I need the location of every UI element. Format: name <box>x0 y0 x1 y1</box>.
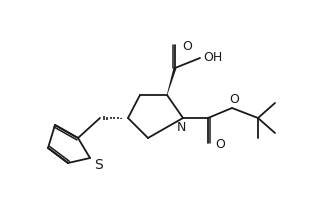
Text: OH: OH <box>203 50 223 63</box>
Text: O: O <box>182 39 192 52</box>
Polygon shape <box>167 68 176 95</box>
Text: S: S <box>94 158 102 172</box>
Text: O: O <box>229 92 239 105</box>
Text: O: O <box>215 138 225 151</box>
Text: N: N <box>176 121 186 134</box>
